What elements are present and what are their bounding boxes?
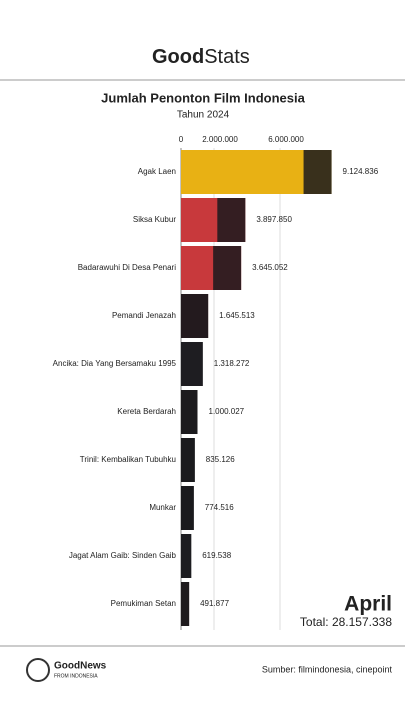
category-label: Siksa Kubur (133, 215, 176, 224)
brand-bold: Good (152, 46, 204, 68)
value-label: 491.877 (200, 599, 229, 608)
value-label: 835.126 (206, 455, 235, 464)
category-label: Agak Laen (138, 167, 176, 176)
poster (181, 294, 209, 338)
poster (181, 342, 203, 386)
category-label: Trinil: Kembalikan Tubuhku (80, 455, 176, 464)
value-label: 774.516 (205, 503, 234, 512)
brand-logo: GoodStats (152, 46, 250, 68)
category-label: Pemandi Jenazah (112, 311, 176, 320)
footer-brand: GoodNews (54, 661, 107, 672)
value-label: 1.000.027 (209, 407, 245, 416)
category-label: Badarawuhi Di Desa Penari (78, 263, 176, 272)
category-label: Pemukiman Setan (111, 599, 176, 608)
value-label: 3.897.850 (256, 215, 292, 224)
total-label: Total: 28.157.338 (300, 615, 392, 629)
source-note: Sumber: filmindonesia, cinepoint (262, 664, 393, 674)
category-label: Ancika: Dia Yang Bersamaku 1995 (53, 359, 177, 368)
chart-title: Jumlah Penonton Film Indonesia (101, 90, 305, 105)
x-tick-label: 0 (179, 135, 184, 144)
value-label: 3.645.052 (252, 263, 288, 272)
poster (303, 150, 332, 194)
poster (181, 582, 190, 626)
poster (181, 534, 192, 578)
value-label: 619.538 (202, 551, 231, 560)
category-label: Kereta Berdarah (117, 407, 176, 416)
value-label: 9.124.836 (343, 167, 379, 176)
poster (217, 198, 246, 242)
period-label: April (344, 593, 392, 616)
category-label: Jagat Alam Gaib: Sinden Gaib (69, 551, 177, 560)
x-tick-label: 6.000.000 (268, 135, 304, 144)
plot: 0 2.000.000 6.000.000 Agak Laen 9.124.836 Sik… (53, 135, 379, 630)
category-label: Munkar (149, 503, 176, 512)
footer-tagline: FROM INDONESIA (54, 673, 98, 679)
chart-subtitle: Tahun 2024 (177, 110, 230, 121)
value-label: 1.645.513 (219, 311, 255, 320)
poster (181, 486, 194, 530)
poster (181, 390, 198, 434)
poster (181, 438, 195, 482)
x-tick-label: 2.000.000 (202, 135, 238, 144)
value-label: 1.318.272 (214, 359, 250, 368)
brand-light: Stats (204, 46, 250, 68)
footer-logo-icon (26, 658, 50, 682)
poster (213, 246, 242, 290)
